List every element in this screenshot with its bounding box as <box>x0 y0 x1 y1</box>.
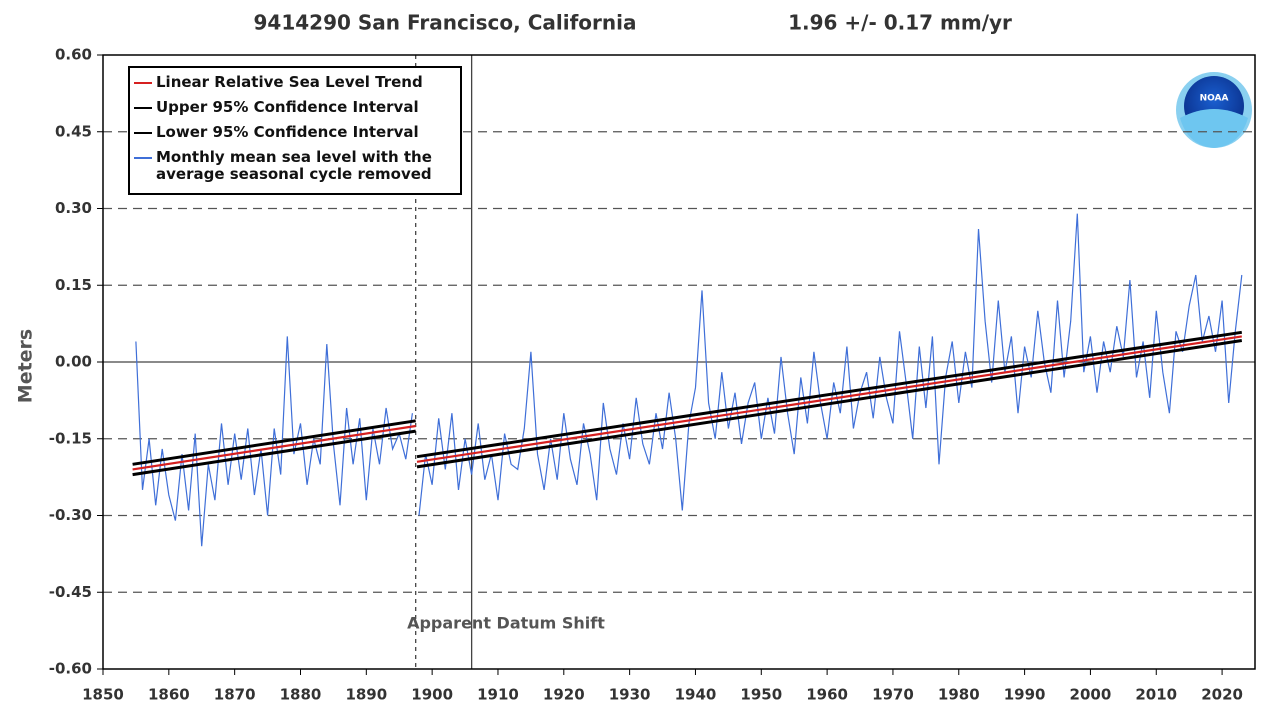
x-tick-label: 1980 <box>938 686 980 704</box>
x-tick-label: 2020 <box>1201 686 1243 704</box>
legend-item: Lower 95% Confidence Interval <box>134 124 458 141</box>
x-tick-label: 1900 <box>411 686 453 704</box>
x-tick-label: 1890 <box>345 686 387 704</box>
x-tick-label: 2010 <box>1135 686 1177 704</box>
x-tick-label: 1960 <box>806 686 848 704</box>
x-tick-label: 1990 <box>1004 686 1046 704</box>
y-tick-label: -0.60 <box>49 660 92 678</box>
legend-label: Linear Relative Sea Level Trend <box>156 73 423 91</box>
legend-label: Lower 95% Confidence Interval <box>156 123 419 141</box>
x-tick-label: 1860 <box>148 686 190 704</box>
legend-item: Linear Relative Sea Level Trend <box>134 74 458 91</box>
x-tick-label: 1950 <box>740 686 782 704</box>
y-tick-label: 0.00 <box>55 353 92 371</box>
legend-swatch <box>134 157 152 159</box>
chart-title: 9414290 San Francisco, California <box>253 11 636 35</box>
legend-label: Monthly mean sea level with the average … <box>156 148 432 183</box>
y-tick-label: -0.30 <box>49 506 92 524</box>
logo-text: NOAA <box>1200 94 1229 104</box>
x-tick-label: 1910 <box>477 686 519 704</box>
trend-line <box>132 330 1243 466</box>
legend-label: Upper 95% Confidence Interval <box>156 98 419 116</box>
chart-subtitle: 1.96 +/- 0.17 mm/yr <box>788 11 1012 35</box>
y-tick-label: 0.45 <box>55 122 92 140</box>
plot-frame <box>102 54 1256 670</box>
x-tick-label: 1880 <box>280 686 322 704</box>
legend-swatch <box>134 132 152 134</box>
y-tick-label: -0.15 <box>49 429 92 447</box>
y-tick-label: 0.60 <box>55 46 92 64</box>
x-tick-label: 2000 <box>1070 686 1112 704</box>
data-line <box>135 213 1243 547</box>
noaa-logo: NOAA <box>1176 72 1252 148</box>
y-tick-label: 0.15 <box>55 276 92 294</box>
x-tick-label: 1850 <box>82 686 124 704</box>
legend-swatch <box>134 107 152 109</box>
legend-swatch <box>134 82 152 84</box>
legend-item: Upper 95% Confidence Interval <box>134 99 458 116</box>
legend: Linear Relative Sea Level Trend Upper 95%… <box>128 66 462 195</box>
x-tick-label: 1940 <box>675 686 717 704</box>
y-axis-label: Meters <box>15 329 37 403</box>
x-tick-label: 1930 <box>609 686 651 704</box>
x-tick-label: 1920 <box>543 686 585 704</box>
trend-line <box>132 335 1242 471</box>
trend-line <box>132 339 1243 477</box>
y-tick-label: 0.30 <box>55 199 92 217</box>
legend-item: Monthly mean sea level with the average … <box>134 149 458 183</box>
x-tick-label: 1870 <box>214 686 256 704</box>
annotation: Apparent Datum Shift <box>407 614 605 633</box>
y-tick-label: -0.45 <box>49 583 92 601</box>
x-tick-label: 1970 <box>872 686 914 704</box>
